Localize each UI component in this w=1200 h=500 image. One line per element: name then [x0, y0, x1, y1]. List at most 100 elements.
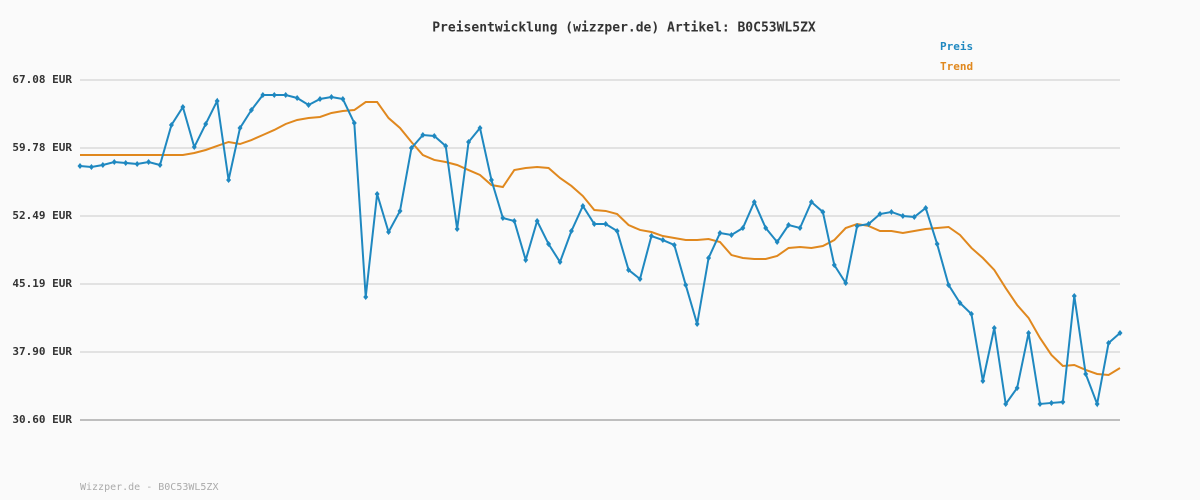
point — [328, 93, 334, 100]
point — [1060, 399, 1066, 406]
series-line — [79, 94, 1121, 408]
point — [488, 177, 494, 184]
point — [191, 144, 197, 151]
y-tick-label: 30.60 EUR — [12, 413, 72, 426]
point — [637, 275, 643, 282]
point — [534, 218, 540, 225]
point — [226, 177, 232, 184]
point — [271, 92, 277, 99]
point — [111, 159, 117, 166]
y-tick-label: 67.08 EUR — [12, 73, 72, 86]
point — [317, 96, 323, 103]
point — [260, 92, 266, 99]
point — [900, 212, 906, 219]
point — [888, 208, 894, 215]
point — [923, 204, 929, 211]
point — [980, 377, 986, 384]
legend-entry: Preis — [940, 40, 973, 53]
point — [1037, 400, 1043, 407]
point — [294, 94, 300, 101]
point — [1106, 340, 1112, 347]
point — [466, 138, 472, 145]
point — [717, 230, 723, 237]
point — [306, 101, 312, 108]
y-tick-label: 45.19 EUR — [12, 277, 72, 290]
point — [408, 145, 414, 152]
point — [786, 222, 792, 229]
point — [511, 218, 517, 225]
point — [214, 97, 220, 104]
point — [248, 107, 254, 114]
point — [88, 163, 94, 170]
series-line — [80, 101, 1121, 377]
point — [614, 227, 620, 234]
point — [100, 162, 106, 168]
point — [603, 220, 609, 227]
footer: Wizzper.de - B0C53WL5ZX — [80, 482, 218, 493]
point — [808, 199, 814, 206]
point — [831, 262, 837, 269]
point — [1003, 400, 1009, 407]
chart-title: Preisentwicklung (wizzper.de) Artikel: B… — [432, 21, 816, 36]
point — [648, 233, 654, 240]
point — [523, 256, 529, 263]
point — [1014, 384, 1020, 391]
point — [1048, 399, 1054, 406]
point — [77, 163, 83, 170]
point — [991, 325, 997, 332]
point — [591, 220, 597, 227]
point — [351, 119, 357, 126]
point — [123, 159, 129, 166]
point — [866, 220, 872, 227]
point — [168, 122, 174, 129]
point — [546, 241, 552, 248]
point — [557, 259, 563, 266]
point — [363, 293, 369, 300]
point — [237, 124, 243, 131]
point — [843, 279, 849, 286]
point — [180, 104, 186, 111]
point — [397, 207, 403, 214]
point — [340, 96, 346, 103]
point — [500, 215, 506, 222]
point — [454, 226, 460, 233]
point — [1117, 329, 1123, 336]
legend-entry: Trend — [940, 60, 973, 73]
point — [134, 160, 140, 167]
point — [877, 211, 883, 218]
point — [934, 241, 940, 248]
point — [946, 281, 952, 288]
point — [694, 321, 700, 328]
point — [763, 225, 769, 232]
point — [203, 120, 209, 127]
point — [740, 225, 746, 232]
point — [683, 281, 689, 288]
point — [157, 162, 163, 168]
y-tick-label: 59.78 EUR — [12, 141, 72, 154]
point — [854, 222, 860, 229]
point — [911, 214, 917, 221]
point — [671, 241, 677, 248]
point — [431, 133, 437, 140]
point — [957, 300, 963, 307]
point — [374, 190, 380, 197]
point — [1094, 400, 1100, 407]
point — [728, 231, 734, 238]
point — [420, 131, 426, 138]
point — [580, 203, 586, 210]
point — [443, 142, 449, 149]
y-tick-label: 52.49 EUR — [12, 209, 72, 222]
point — [386, 229, 392, 236]
point — [751, 199, 757, 206]
point — [820, 208, 826, 215]
point — [1026, 329, 1032, 336]
point — [477, 124, 483, 131]
point — [660, 237, 666, 244]
point — [626, 266, 632, 273]
point — [797, 225, 803, 232]
point — [774, 238, 780, 245]
y-tick-label: 37.90 EUR — [12, 345, 72, 358]
point — [1083, 370, 1089, 377]
point — [968, 311, 974, 318]
point — [146, 159, 152, 166]
